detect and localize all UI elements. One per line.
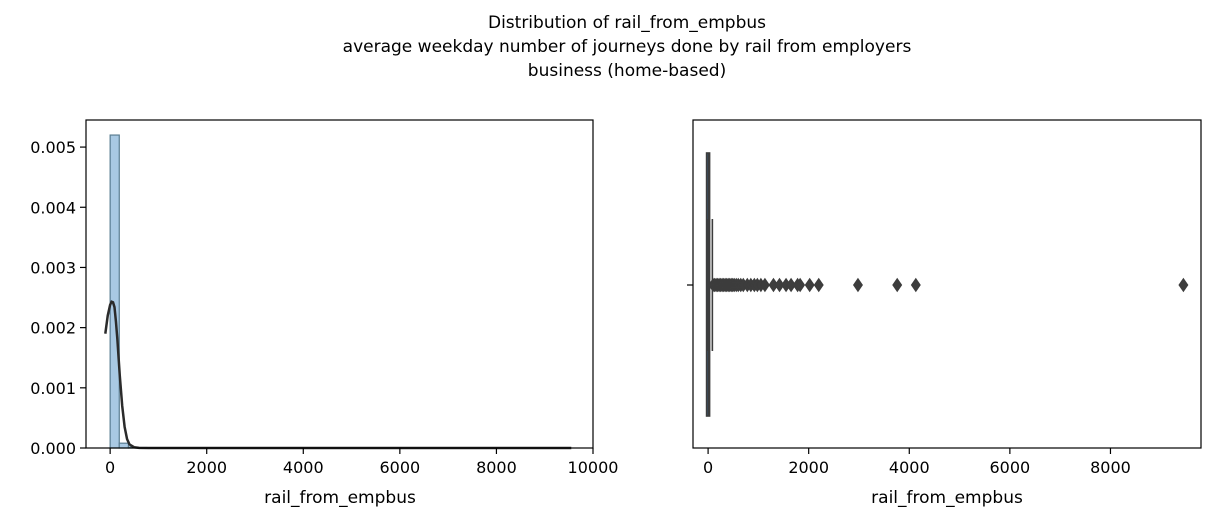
boxplot-outlier-point-33	[852, 277, 863, 293]
histogram-x-ticks: 0 2000 4000 6000 8000 10000	[105, 448, 618, 477]
title-line-1: Distribution of rail_from_empbus	[488, 13, 766, 33]
histogram-panel: 0 2000 4000 6000 8000 10000 0.0000.0010.0020.…	[30, 119, 618, 508]
histogram-x-axis-label: rail_from_empbus	[264, 488, 416, 508]
histogram-axes-frame	[85, 119, 594, 449]
figure-title: Distribution of rail_from_empbus average…	[343, 13, 912, 81]
histogram-y-tick-label-5: 0.005	[30, 138, 76, 157]
boxplot-outlier-point-34	[892, 277, 903, 293]
boxplot-x-tick-label-4: 8000	[1090, 458, 1131, 477]
boxplot-outliers	[708, 277, 1189, 293]
histogram-y-tick-label-4: 0.004	[30, 198, 76, 217]
histogram-x-tick-label-5: 10000	[568, 458, 619, 477]
boxplot-outlier-point-26	[774, 277, 785, 293]
histogram-y-ticks: 0.000 0.001 0.002 0.003 0.004 0.005	[30, 138, 86, 458]
histogram-y-tick-label-2: 0.002	[30, 319, 76, 338]
histogram-y-tick-label-0: 0.000	[30, 439, 76, 458]
histogram-x-tick-label-0: 0	[105, 458, 115, 477]
boxplot-outlier-point-24	[759, 277, 770, 293]
title-line-3: business (home-based)	[528, 61, 726, 81]
title-line-2: average weekday number of journeys done …	[343, 37, 912, 57]
boxplot-x-tick-label-1: 2000	[788, 458, 829, 477]
histogram-y-tick-label-1: 0.001	[30, 379, 76, 398]
histogram-x-tick-label-1: 2000	[186, 458, 227, 477]
boxplot-outlier-point-30	[795, 277, 806, 293]
histogram-x-tick-label-3: 6000	[379, 458, 420, 477]
boxplot-x-tick-label-0: 0	[703, 458, 713, 477]
boxplot-x-ticks: 0 2000 4000 6000 8000	[703, 448, 1131, 477]
histogram-bars	[109, 134, 148, 449]
kde-curve	[104, 300, 572, 450]
boxplot-outlier-point-32	[813, 277, 824, 293]
histogram-x-tick-label-2: 4000	[283, 458, 324, 477]
boxplot-axes-frame	[692, 119, 1202, 449]
histogram-bar-0	[109, 134, 120, 449]
boxplot-x-axis-label: rail_from_empbus	[871, 488, 1023, 508]
boxplot-outlier-point-28	[786, 277, 797, 293]
boxplot-panel: 0 2000 4000 6000 8000 rail_from_empbus	[687, 119, 1202, 508]
boxplot-x-tick-label-3: 6000	[990, 458, 1031, 477]
boxplot-outlier-point-31	[804, 277, 815, 293]
boxplot-outlier-point-35	[910, 277, 921, 293]
histogram-x-tick-label-4: 8000	[476, 458, 517, 477]
boxplot-x-tick-label-2: 4000	[889, 458, 930, 477]
histogram-bar-1	[118, 442, 129, 449]
boxplot-outlier-point-36	[1178, 277, 1189, 293]
histogram-y-tick-label-3: 0.003	[30, 258, 76, 277]
